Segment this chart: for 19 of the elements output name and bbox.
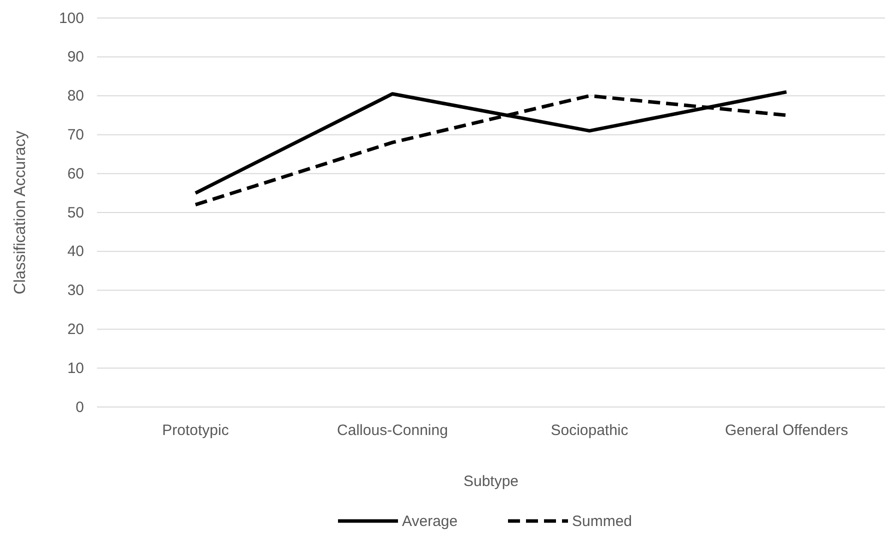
y-tick-label: 10 bbox=[67, 360, 84, 377]
x-tick-label: General Offenders bbox=[724, 422, 848, 439]
y-axis-title: Classification Accuracy bbox=[12, 130, 29, 294]
y-tick-label: 60 bbox=[67, 165, 84, 182]
x-tick-label: Callous-Conning bbox=[337, 422, 448, 439]
x-axis-title: Subtype bbox=[463, 473, 519, 490]
y-tick-label: 50 bbox=[67, 204, 84, 222]
y-tick-label: 70 bbox=[67, 126, 84, 144]
x-tick-label: Prototypic bbox=[162, 422, 230, 439]
x-tick-label: Sociopathic bbox=[550, 422, 629, 439]
y-tick-label: 20 bbox=[67, 321, 84, 338]
y-tick-label: 40 bbox=[67, 243, 84, 260]
y-tick-label: 30 bbox=[67, 282, 84, 300]
legend-label: Summed bbox=[572, 513, 632, 530]
y-tick-label: 100 bbox=[58, 10, 84, 27]
y-tick-label: 0 bbox=[76, 398, 84, 416]
legend-label: Average bbox=[402, 513, 458, 530]
y-tick-label: 80 bbox=[67, 88, 84, 105]
y-tick-label: 90 bbox=[67, 48, 84, 66]
